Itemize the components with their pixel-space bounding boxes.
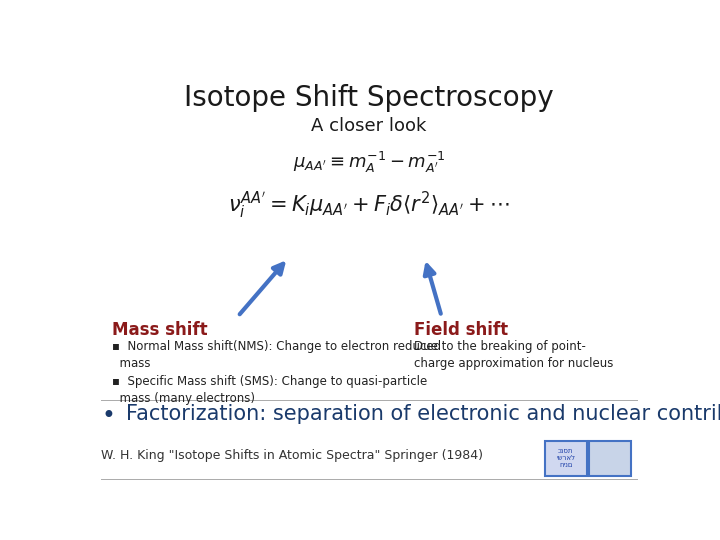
Text: Due to the breaking of point-
charge approximation for nucleus: Due to the breaking of point- charge app…	[413, 340, 613, 370]
Text: A closer look: A closer look	[311, 117, 427, 135]
Text: W. H. King "Isotope Shifts in Atomic Spectra" Springer (1984): W. H. King "Isotope Shifts in Atomic Spe…	[101, 449, 483, 462]
Text: Factorization: separation of electronic and nuclear contributions: Factorization: separation of electronic …	[126, 404, 720, 424]
Text: •: •	[101, 404, 115, 428]
Text: כנסת
ישראל
חינם: כנסת ישראל חינם	[556, 448, 575, 468]
FancyBboxPatch shape	[545, 441, 587, 476]
Text: Field shift: Field shift	[413, 321, 508, 339]
Text: Mass shift: Mass shift	[112, 321, 208, 339]
Text: ▪  Specific Mass shift (SMS): Change to quasi-particle
  mass (many electrons): ▪ Specific Mass shift (SMS): Change to q…	[112, 375, 428, 404]
Text: $\mu_{AA'} \equiv m_A^{-1} - m_{A'}^{-1}$: $\mu_{AA'} \equiv m_A^{-1} - m_{A'}^{-1}…	[293, 150, 445, 175]
FancyBboxPatch shape	[590, 441, 631, 476]
Text: $\nu_i^{AA'} = K_i\mu_{AA'} + F_i\delta\langle r^2\rangle_{AA'} + \cdots$: $\nu_i^{AA'} = K_i\mu_{AA'} + F_i\delta\…	[228, 190, 510, 220]
Text: ▪  Normal Mass shift(NMS): Change to electron reduced
  mass: ▪ Normal Mass shift(NMS): Change to elec…	[112, 340, 441, 370]
Text: Isotope Shift Spectroscopy: Isotope Shift Spectroscopy	[184, 84, 554, 112]
